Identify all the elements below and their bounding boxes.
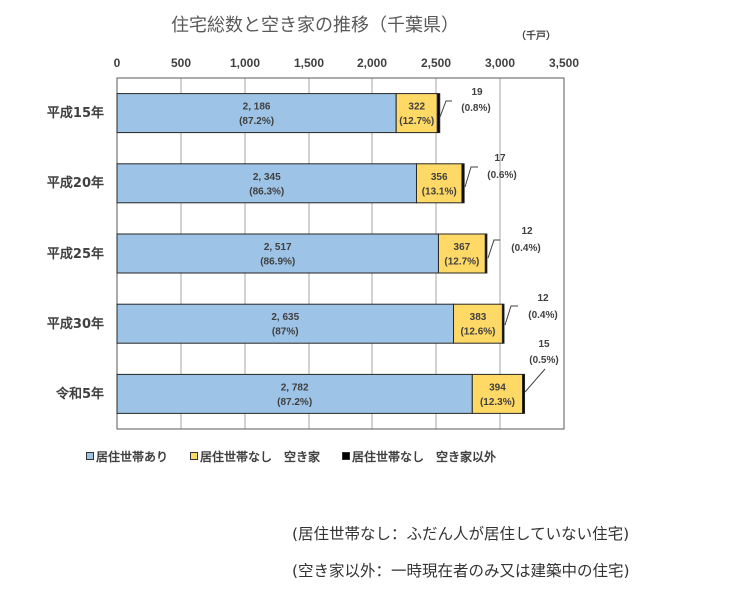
bar-value-label: 2, 186	[243, 102, 271, 113]
bar-percent-label: (0.5%)	[529, 355, 558, 366]
bar-percent-label: (12.7%)	[444, 257, 479, 268]
x-tick-label: 3,000	[485, 56, 515, 70]
legend-label: 居住世帯なし 空き家	[200, 449, 321, 464]
bar-percent-label: (0.6%)	[487, 170, 516, 181]
legend-swatch-icon	[86, 452, 94, 460]
legend-item-occupied: 居住世帯あり	[86, 448, 168, 465]
bar-value-label: 2, 782	[281, 382, 309, 393]
bar-percent-label: (12.6%)	[460, 327, 495, 338]
leader-line	[439, 100, 452, 118]
x-tick-label: 2,000	[357, 56, 387, 70]
bar-value-label: 2, 635	[271, 312, 299, 323]
leader-line	[487, 239, 500, 259]
legend-swatch-icon	[190, 452, 199, 460]
legend-label: 居住世帯なし 空き家以外	[352, 449, 497, 464]
bar-percent-label: (13.1%)	[422, 186, 457, 197]
bar-percent-label: (12.3%)	[480, 397, 515, 408]
category-label: 平成30年	[47, 316, 104, 332]
bar-segment-occupied	[116, 303, 455, 344]
footnote: (空き家以外：一時現在者のみ又は建築中の住宅)	[292, 562, 630, 580]
category-label: 平成25年	[47, 246, 104, 262]
legend-item-other-unoccupied: 居住世帯なし 空き家以外	[342, 448, 496, 465]
bar-value-label: 17	[494, 153, 506, 164]
bar-segment-other-unoccupied	[436, 93, 441, 134]
bar-segment-other-unoccupied	[461, 163, 465, 204]
bar-value-label: 394	[489, 382, 506, 393]
category-label: 平成20年	[47, 175, 104, 191]
bar-segment-other-unoccupied	[501, 303, 505, 344]
bar-value-label: 12	[521, 226, 533, 237]
bar-value-label: 2, 345	[253, 172, 281, 183]
chart-legend: 居住世帯あり 居住世帯なし 空き家 居住世帯なし 空き家以外	[86, 447, 518, 465]
chart-title: 住宅総数と空き家の推移（千葉県）	[171, 15, 459, 36]
bar-segment-other-unoccupied	[484, 233, 488, 274]
legend-swatch-icon	[342, 452, 351, 460]
bar-value-label: 15	[538, 339, 550, 350]
footnote: (居住世帯なし：ふだん人が居住していない住宅)	[292, 525, 630, 543]
bar-value-label: 2, 517	[264, 242, 292, 253]
bar-percent-label: (0.4%)	[528, 310, 557, 321]
bar-segment-vacant	[415, 163, 463, 204]
x-tick-label: 3,500	[549, 56, 579, 70]
leader-line	[464, 166, 478, 188]
bar-percent-label: (0.4%)	[511, 243, 540, 254]
leader-line	[524, 368, 546, 393]
leader-line	[504, 305, 518, 326]
x-tick-label: 1,000	[230, 56, 260, 70]
x-tick-label: 500	[171, 56, 191, 70]
bar-segment-occupied	[116, 233, 439, 274]
bar-percent-label: (87.2%)	[277, 397, 312, 408]
x-axis: 0 500 1,000 1,500 2,000 2,500 3,000 3,50…	[114, 56, 580, 70]
category-label: 平成15年	[47, 105, 104, 121]
bar-value-label: 367	[454, 242, 471, 253]
bar-segment-occupied	[116, 163, 417, 204]
bar-segment-occupied	[116, 93, 397, 134]
x-tick-label: 1,500	[294, 56, 324, 70]
bar-value-label: 12	[537, 293, 549, 304]
bar-row: 2, 517 (86.9%) 367 (12.7%) 12 (0.4%)	[116, 226, 541, 274]
x-tick-label: 2,500	[421, 56, 451, 70]
bar-percent-label: (87%)	[272, 327, 299, 338]
x-tick-label: 0	[114, 56, 121, 70]
y-axis: 平成15年 平成20年 平成25年 平成30年 令和5年	[47, 105, 104, 402]
bar-value-label: 356	[431, 172, 448, 183]
bar-value-label: 322	[408, 102, 425, 113]
bar-segment-occupied	[116, 373, 473, 414]
bar-segment-vacant	[471, 373, 524, 414]
bar-percent-label: (87.2%)	[239, 116, 274, 127]
bar-segment-vacant	[395, 93, 438, 134]
category-label: 令和5年	[56, 386, 104, 402]
bar-percent-label: (12.7%)	[399, 116, 434, 127]
bar-value-label: 383	[470, 312, 487, 323]
bar-segment-other-unoccupied	[522, 373, 526, 414]
legend-item-vacant: 居住世帯なし 空き家	[190, 448, 320, 465]
bar-value-label: 19	[471, 87, 483, 98]
legend-label: 居住世帯あり	[96, 449, 169, 464]
footnotes: (居住世帯なし：ふだん人が居住していない住宅) (空き家以外：一時現在者のみ又は…	[292, 516, 630, 590]
unit-label: （千戸）	[516, 29, 556, 42]
bar-row: 2, 782 (87.2%) 394 (12.3%) 15 (0.5%)	[116, 339, 559, 414]
bar-row: 2, 186 (87.2%) 322 (12.7%) 19 (0.8%)	[116, 87, 491, 134]
bar-percent-label: (86.9%)	[260, 257, 295, 268]
bar-row: 2, 635 (87%) 383 (12.6%) 12 (0.4%)	[116, 293, 558, 344]
bar-row: 2, 345 (86.3%) 356 (13.1%) 17 (0.6%)	[116, 153, 517, 204]
bar-percent-label: (0.8%)	[461, 103, 490, 114]
bar-percent-label: (86.3%)	[249, 186, 284, 197]
